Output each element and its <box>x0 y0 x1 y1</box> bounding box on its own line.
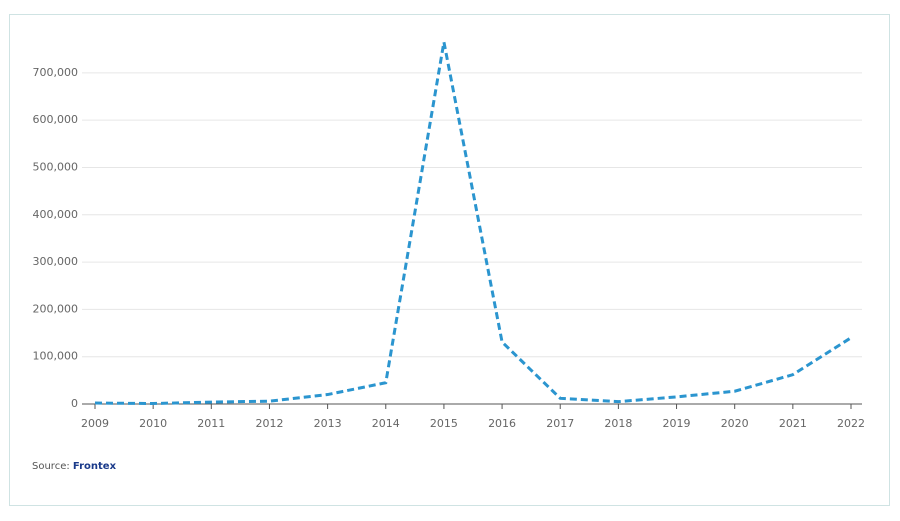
x-tick-label: 2010 <box>139 417 167 430</box>
chart-frame <box>9 14 890 506</box>
x-tick-label: 2014 <box>372 417 400 430</box>
source-name: Frontex <box>73 461 117 472</box>
source: Source: Frontex <box>32 461 117 472</box>
y-tick-label: 300,000 <box>33 255 79 268</box>
x-tick-label: 2013 <box>314 417 342 430</box>
line-series <box>94 41 852 406</box>
x-tick-label: 2020 <box>721 417 749 430</box>
y-tick-label: 500,000 <box>33 160 79 173</box>
x-tick-label: 2021 <box>779 417 807 430</box>
y-tick-label: 400,000 <box>33 208 79 221</box>
x-tick-label: 2019 <box>663 417 691 430</box>
y-tick-label: 0 <box>71 397 78 410</box>
y-tick-label: 700,000 <box>33 66 79 79</box>
x-tick-label: 2011 <box>197 417 225 430</box>
x-tick-label: 2016 <box>488 417 516 430</box>
x-tick-label: 2018 <box>604 417 632 430</box>
x-tick-label: 2012 <box>255 417 283 430</box>
source-label: Source: <box>32 461 70 472</box>
y-tick-label: 600,000 <box>33 113 79 126</box>
x-tick-label: 2009 <box>81 417 109 430</box>
y-tick-label: 200,000 <box>33 302 79 315</box>
y-tick-label: 100,000 <box>33 350 79 363</box>
x-tick-label: 2015 <box>430 417 458 430</box>
x-tick-label: 2022 <box>837 417 865 430</box>
x-tick-label: 2017 <box>546 417 574 430</box>
